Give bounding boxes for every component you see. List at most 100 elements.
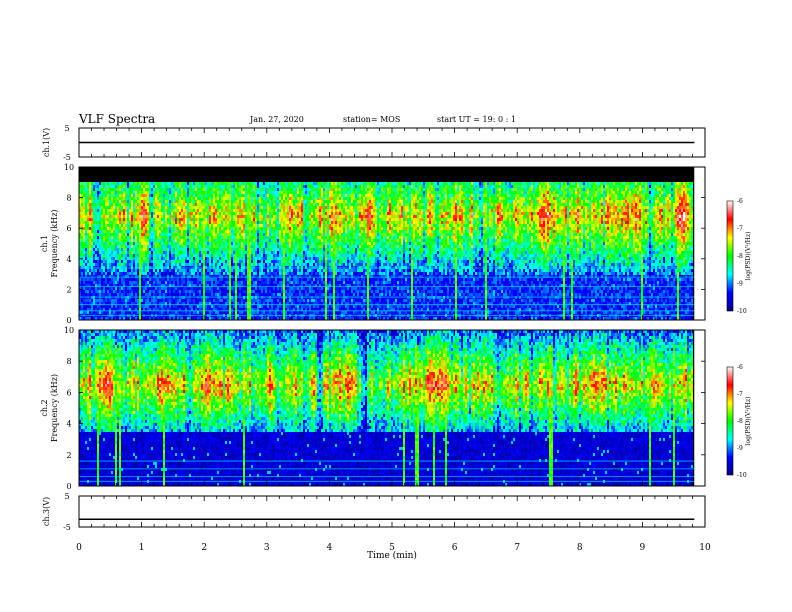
spectrogram-column [279,182,281,321]
spectrogram-column [539,330,541,487]
spectrogram-column [213,182,215,321]
spectrogram-column [329,330,331,487]
spectrogram-column [517,330,519,487]
spectrogram-column [201,330,203,487]
spectrogram-column [403,330,405,487]
spectrogram-column [497,182,499,321]
spectrogram-column [411,330,413,487]
spectrogram-column [341,330,343,487]
spectrogram-column [469,330,471,487]
spectrogram-column [91,330,93,487]
spectrogram-column [237,182,239,321]
spectrogram-column [413,182,415,321]
spectrogram-column [353,330,355,487]
y-tick-label: 10 [64,163,74,172]
spectrogram-column [365,182,367,321]
spectrogram-column [679,182,681,321]
spectrogram-column [275,330,277,487]
spectrogram-column [291,182,293,321]
y-tick-label: 2 [66,451,71,460]
y-axis-label: ch.2 [40,399,49,416]
spectrogram-column [501,182,503,321]
spectrogram-column [377,182,379,321]
spectrogram-column [251,330,253,487]
spectrogram-column [409,330,411,487]
spectrogram-column [583,330,585,487]
spectrogram-column [319,330,321,487]
spectrogram-column [387,182,389,321]
spectrogram-column [549,182,551,321]
spectrogram-column [93,182,95,321]
spectrogram-column [95,330,97,487]
spectrogram-column [219,182,221,321]
spectrogram-column [215,330,217,487]
spectrogram-column [241,330,243,487]
spectrogram-column [527,182,529,321]
spectrogram-column [465,330,467,487]
spectrogram-column [487,182,489,321]
spectrogram-column [513,330,515,487]
spectrogram-column [373,182,375,321]
spectrogram-column [643,330,645,487]
spectrogram-column [121,330,123,487]
x-tick-label: 4 [327,543,333,553]
spectrogram-column [287,330,289,487]
date-label: Jan. 27, 2020 [250,115,304,124]
spectrogram-column [257,182,259,321]
spectrogram-column [149,330,151,487]
spectrogram-column [301,330,303,487]
spectrogram-column [447,330,449,487]
spectrogram-column [601,182,603,321]
spectrogram-column [279,330,281,487]
spectrogram-column [319,182,321,321]
spectrogram-column [689,330,691,487]
spectrogram-column [227,330,229,487]
spectrogram-column [623,330,625,487]
spectrogram-column [219,330,221,487]
spectrogram-column [327,330,329,487]
spectrogram-column [159,182,161,321]
x-tick-label: 9 [640,543,646,553]
colorbar-tick-label: -10 [737,472,747,479]
spectrogram-column [271,330,273,487]
spectrogram-column [595,182,597,321]
spectrogram-column [209,330,211,487]
spectrogram-column [173,182,175,321]
spectrogram-column [431,182,433,321]
colorbar-label: log(PSD)(V²/Hz) [745,397,752,446]
spectrogram-column [337,330,339,487]
spectrogram-column [151,330,153,487]
y-tick-label: 2 [66,285,71,294]
spectrogram-column [321,330,323,487]
spectrogram-column [449,182,451,321]
spectrogram-column [467,330,469,487]
spectrogram-column [169,182,171,321]
spectrogram-column [167,330,169,487]
spectrogram-column [399,330,401,487]
spectrogram-column [423,330,425,487]
spectrogram-column [689,182,691,321]
x-tick-label: 0 [76,543,82,553]
spectrogram-column [507,182,509,321]
spectrogram-column [523,182,525,321]
spectrogram-column [265,182,267,321]
spectrogram-column [677,330,679,487]
spectrogram-column [533,182,535,321]
spectrogram-column [615,330,617,487]
spectrogram-column [413,330,415,487]
spectrogram-column [253,182,255,321]
spectrogram-column [557,182,559,321]
y-tick-label: 0 [66,316,71,325]
spectrogram-column [691,182,693,321]
spectrogram-column [147,330,149,487]
spectrogram-column [261,182,263,321]
spectrogram-column [259,330,261,487]
spectrogram-column [675,330,677,487]
spectrogram-column [473,182,475,321]
spectrogram-column [603,330,605,487]
spectrogram-column [93,330,95,487]
spectrogram-column [541,182,543,321]
colorbar-tick-label: -8 [737,253,743,260]
spectrogram-column [529,182,531,321]
spectrogram-column [659,330,661,487]
